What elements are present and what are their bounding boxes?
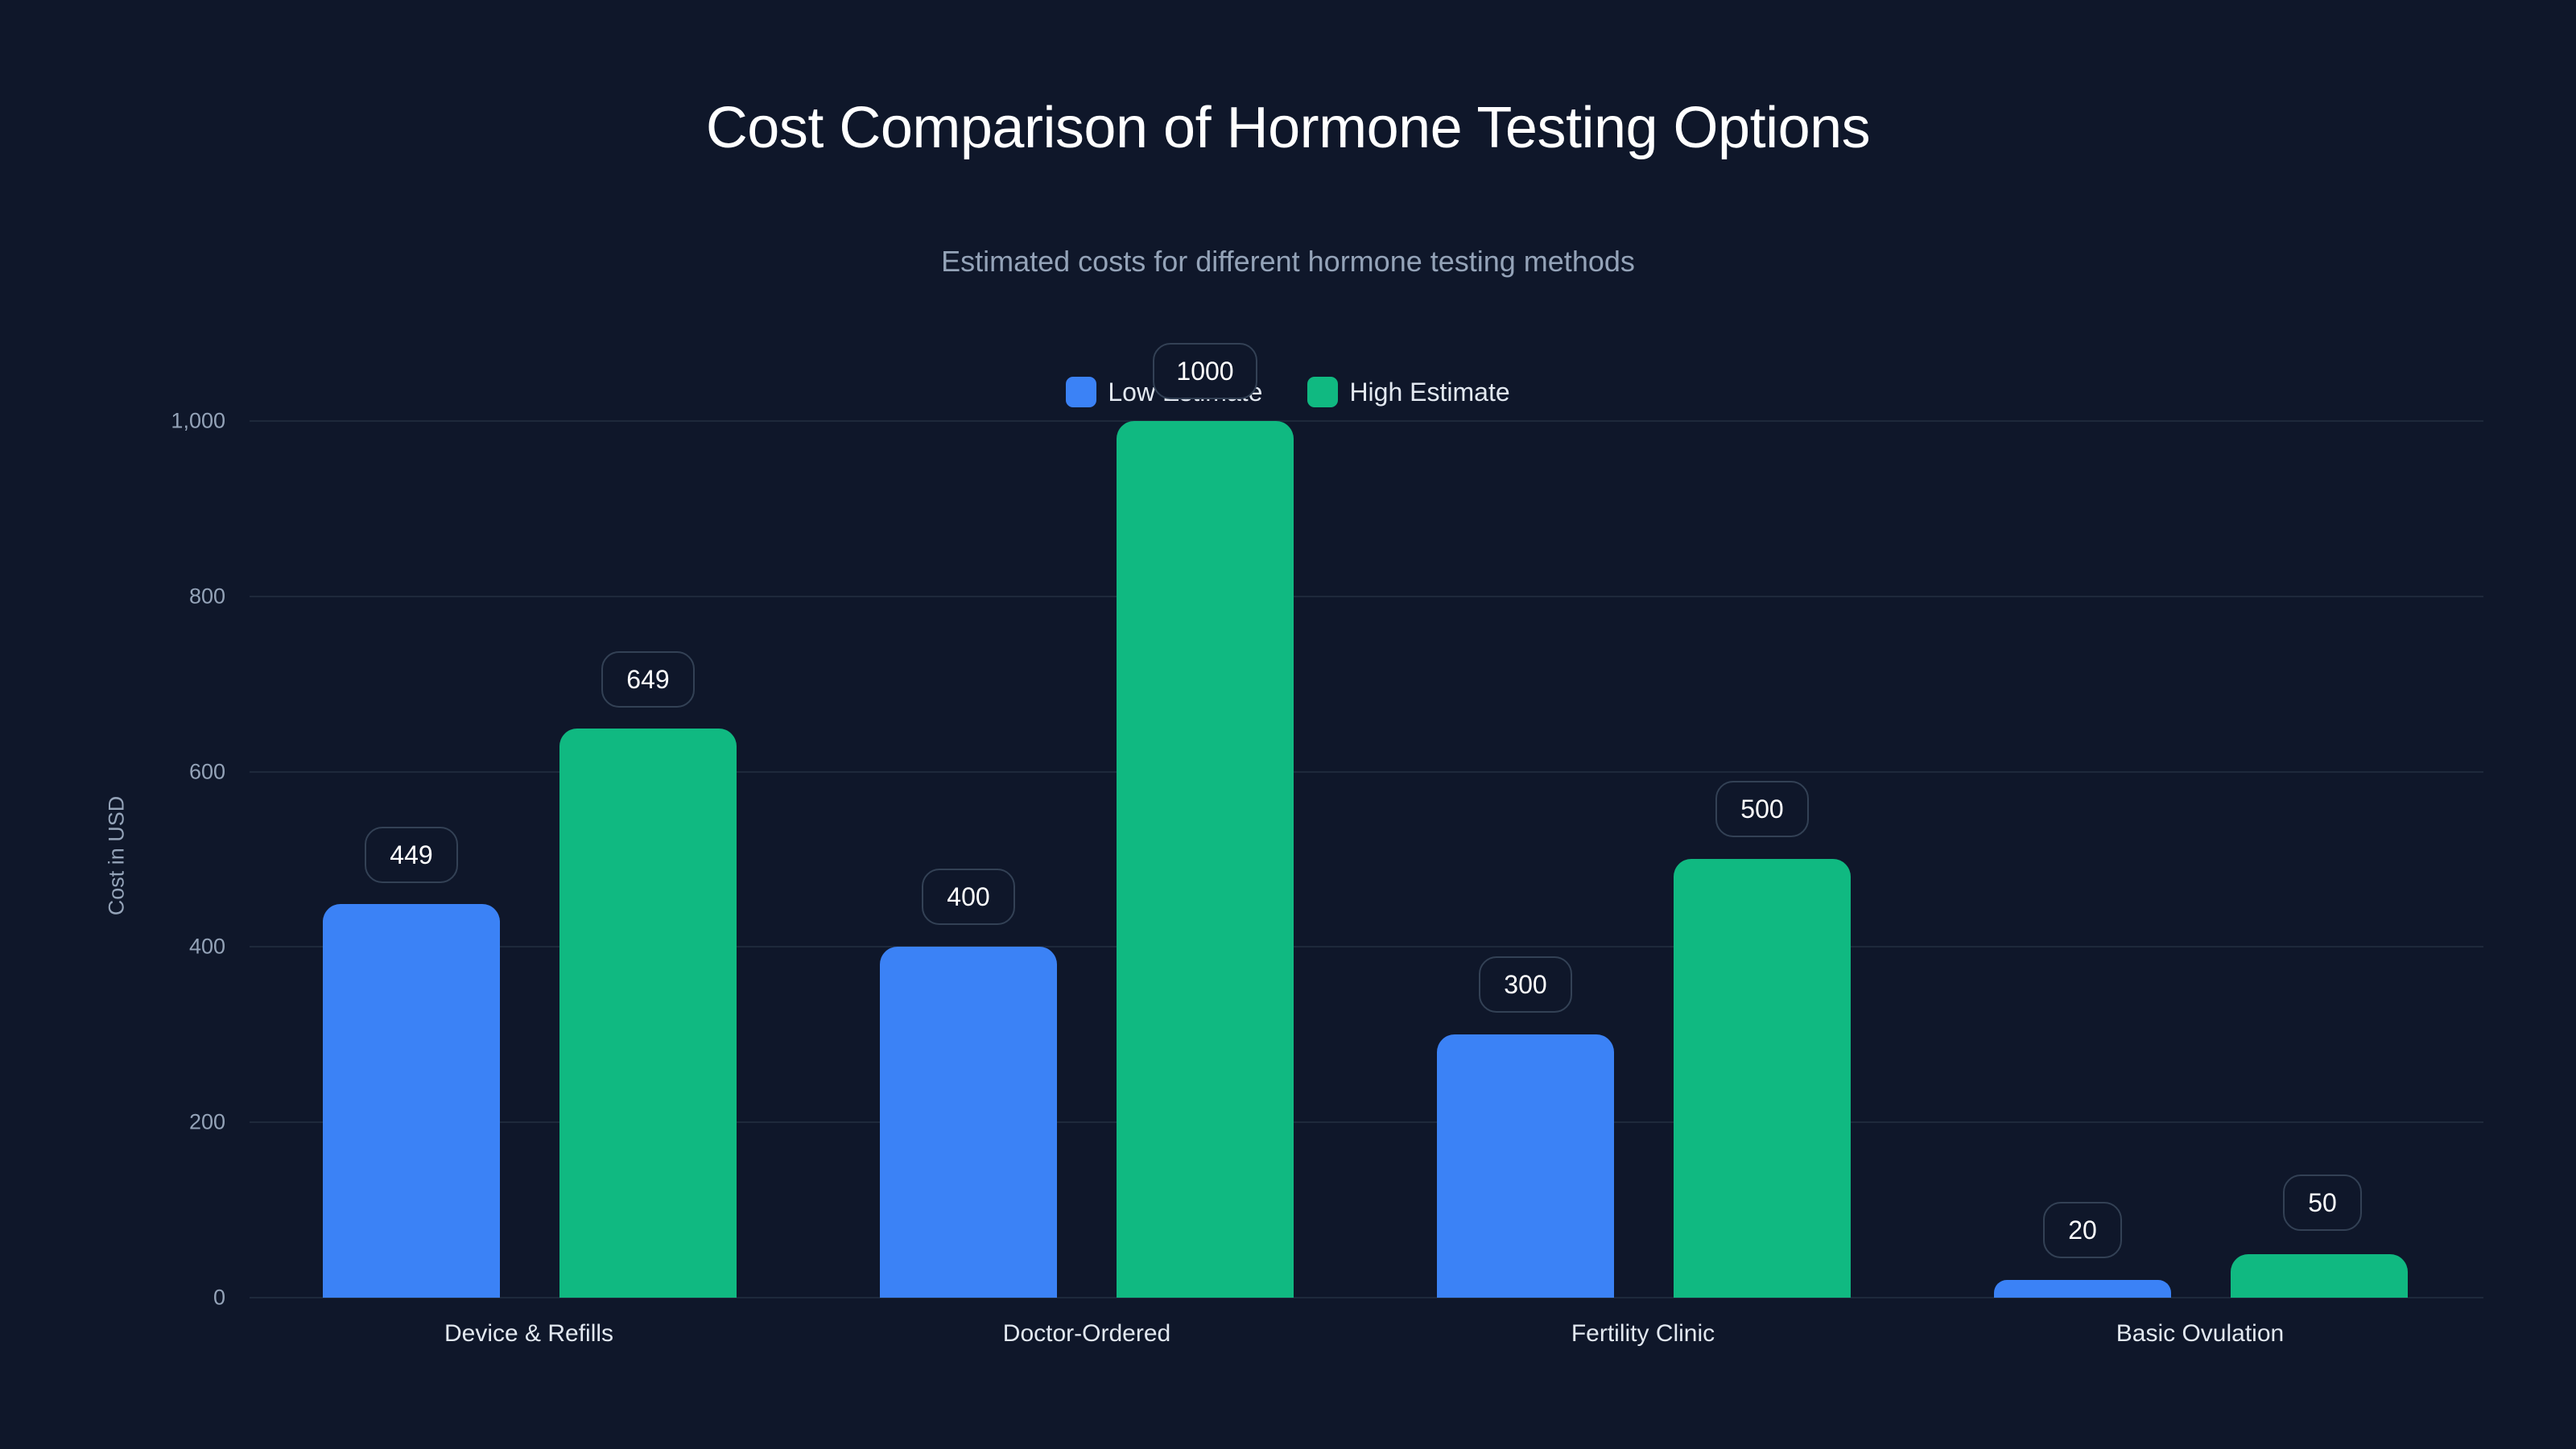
gridline xyxy=(250,771,2483,773)
plot-area: 449 649 400 1000 300 500 20 50 xyxy=(250,343,2483,1298)
legend-item-high[interactable]: High Estimate xyxy=(1307,377,1510,407)
x-tick: Fertility Clinic xyxy=(1571,1320,1715,1347)
gridline xyxy=(250,596,2483,597)
legend: Low Estimate High Estimate xyxy=(0,372,2576,412)
y-axis-label: Cost in USD xyxy=(104,795,129,916)
y-tick: 200 xyxy=(188,1109,225,1134)
value-label: 1000 xyxy=(1153,343,1257,399)
value-label: 500 xyxy=(1715,781,1809,837)
gridline xyxy=(250,1297,2483,1298)
legend-swatch-high-icon xyxy=(1307,377,1339,407)
chart-title: Cost Comparison of Hormone Testing Optio… xyxy=(705,96,1871,160)
y-tick: 600 xyxy=(188,759,225,784)
value-label: 20 xyxy=(2043,1202,2122,1258)
bar-low-doctor-ordered[interactable] xyxy=(880,947,1057,1298)
gridline xyxy=(250,420,2483,422)
legend-swatch-low-icon xyxy=(1066,377,1097,407)
value-label: 300 xyxy=(1479,956,1572,1013)
value-label: 649 xyxy=(601,651,695,708)
x-tick: Device & Refills xyxy=(444,1320,614,1347)
bar-low-fertility-clinic[interactable] xyxy=(1437,1034,1614,1298)
value-label: 449 xyxy=(365,827,458,883)
gridline xyxy=(250,946,2483,947)
bar-low-device-refills[interactable] xyxy=(323,904,500,1298)
bar-high-doctor-ordered[interactable] xyxy=(1117,421,1294,1298)
x-tick: Basic Ovulation xyxy=(2116,1320,2285,1347)
bar-high-basic-ovulation[interactable] xyxy=(2231,1254,2408,1298)
value-label: 400 xyxy=(922,869,1015,925)
y-tick: 1,000 xyxy=(171,408,225,433)
y-tick: 0 xyxy=(213,1285,225,1310)
bar-high-device-refills[interactable] xyxy=(559,729,737,1298)
chart-subtitle: Estimated costs for different hormone te… xyxy=(941,245,1635,278)
y-tick: 400 xyxy=(188,934,225,959)
x-tick: Doctor-Ordered xyxy=(1002,1320,1171,1347)
gridline xyxy=(250,1121,2483,1123)
legend-label-high: High Estimate xyxy=(1349,377,1510,407)
y-tick: 800 xyxy=(188,584,225,609)
bar-low-basic-ovulation[interactable] xyxy=(1994,1280,2171,1298)
bar-high-fertility-clinic[interactable] xyxy=(1674,859,1851,1298)
value-label: 50 xyxy=(2283,1174,2362,1231)
